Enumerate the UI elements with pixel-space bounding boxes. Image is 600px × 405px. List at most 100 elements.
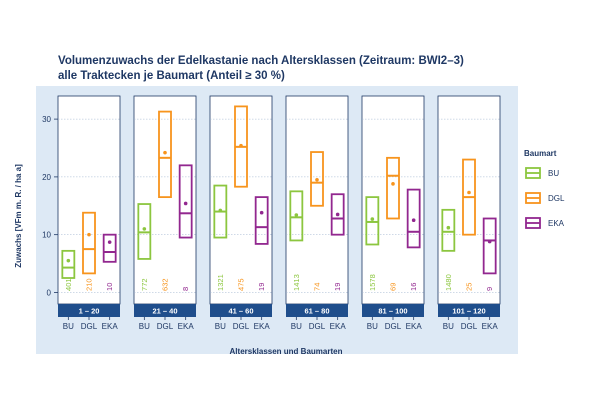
mean-point-dgl	[467, 190, 471, 195]
mean-point-dgl	[239, 143, 243, 148]
mean-point-eka	[487, 239, 492, 244]
mean-point-bu	[66, 258, 71, 263]
sample-count-label: 8	[181, 287, 190, 291]
x-tick-label: BU	[443, 322, 454, 331]
mean-point-bu	[294, 213, 299, 217]
box-bu	[365, 196, 380, 246]
sample-count-label: 16	[409, 283, 418, 291]
panel-strip	[362, 304, 424, 317]
facet-panel: 41 – 60 1321 BU 475 DGL 19 EKA	[209, 95, 273, 331]
sample-count-label: 475	[237, 278, 246, 291]
mean-point-dgl	[391, 182, 395, 186]
x-tick-label: EKA	[406, 322, 423, 331]
mean-point-dgl	[87, 232, 91, 237]
sample-count-label: 401	[64, 278, 73, 291]
legend-label-eka: EKA	[548, 219, 565, 228]
sample-count-label: 632	[161, 278, 170, 291]
box-dgl	[158, 110, 172, 199]
sample-count-label: 10	[105, 283, 114, 291]
panel-strip	[438, 304, 500, 317]
box-bu	[289, 190, 304, 242]
facet-panel: 101 – 120 1480 BU 25 DGL 9 EKA	[437, 95, 501, 331]
panel-strip	[286, 304, 348, 317]
x-tick-label: BU	[215, 322, 226, 331]
facet-panel: 1 – 20 401 BU 210 DGL 10 EKA	[57, 95, 121, 331]
box-eka	[102, 233, 117, 263]
panel-strip	[210, 304, 272, 317]
panel-frame	[361, 95, 425, 305]
sample-count-label: 1413	[292, 274, 301, 291]
y-tick-label: 10	[42, 231, 51, 240]
panel-strip-label: 61 – 80	[304, 307, 329, 316]
mean-point-eka	[107, 240, 112, 244]
mean-point-dgl	[163, 150, 167, 155]
mean-point-eka	[183, 201, 188, 206]
box-dgl	[82, 211, 96, 275]
facet-panel: 61 – 80 1413 BU 74 DGL 19 EKA	[285, 95, 349, 331]
y-tick-label: 30	[42, 115, 51, 124]
box-bu	[61, 249, 76, 279]
legend-title: Baumart	[524, 149, 557, 158]
x-tick-label: EKA	[330, 322, 347, 331]
legend: BU DGL EKA	[525, 167, 565, 229]
sample-count-label: 1578	[368, 274, 377, 291]
x-tick-label: DGL	[233, 322, 250, 331]
legend-label-dgl: DGL	[548, 194, 565, 203]
sample-count-label: 69	[389, 283, 398, 291]
x-tick-label: DGL	[385, 322, 402, 331]
y-tick-label: 0	[47, 288, 52, 297]
sample-count-label: 74	[313, 283, 322, 291]
box-eka	[482, 217, 497, 275]
x-tick-label: DGL	[157, 322, 174, 331]
box-dgl	[310, 151, 324, 207]
x-axis-title: Altersklassen und Baumarten	[230, 347, 343, 356]
sample-count-label: 1321	[216, 274, 225, 291]
x-tick-label: DGL	[81, 322, 98, 331]
chart-title-line-2: alle Traktecken je Baumart (Anteil ≥ 30 …	[58, 70, 285, 82]
legend-label-bu: BU	[548, 169, 559, 178]
mean-point-eka	[259, 210, 264, 215]
sample-count-label: 25	[465, 283, 474, 291]
panel-strip	[58, 304, 120, 317]
x-tick-label: EKA	[482, 322, 499, 331]
sample-count-label: 19	[333, 283, 342, 291]
panel-frame	[209, 95, 273, 305]
box-eka	[330, 193, 345, 236]
facet-panel: 81 – 100 1578 BU 69 DGL 16 EKA	[361, 95, 425, 331]
box-eka	[254, 196, 269, 245]
box-eka	[406, 188, 421, 249]
panel-strip-label: 81 – 100	[378, 307, 407, 316]
sample-count-label: 772	[140, 278, 149, 291]
box-eka	[178, 164, 193, 239]
mean-point-bu	[446, 225, 451, 230]
y-axis: 0 10 20 30	[42, 115, 58, 297]
x-tick-label: EKA	[178, 322, 195, 331]
sample-count-label: 210	[85, 278, 94, 291]
panel-strip	[134, 304, 196, 317]
mean-point-bu	[370, 217, 375, 221]
panel-frame	[133, 95, 197, 305]
x-tick-label: EKA	[102, 322, 119, 331]
mean-point-bu	[218, 208, 223, 213]
sample-count-label: 1480	[444, 274, 453, 291]
y-axis-title: Zuwachs [VFm m. R. / ha a]	[14, 164, 23, 268]
x-tick-label: DGL	[309, 322, 326, 331]
x-tick-label: BU	[139, 322, 150, 331]
panel-strip-label: 1 – 20	[79, 307, 100, 316]
panel-strip-label: 41 – 60	[228, 307, 253, 316]
x-tick-label: BU	[367, 322, 378, 331]
box-dgl	[386, 156, 400, 220]
box-bu	[441, 208, 456, 252]
panel-frame	[437, 95, 501, 305]
panel-frame	[285, 95, 349, 305]
x-tick-label: EKA	[254, 322, 271, 331]
mean-point-dgl	[315, 177, 319, 182]
mean-point-eka	[335, 212, 340, 217]
panel-strip-label: 101 – 120	[452, 307, 485, 316]
mean-point-bu	[142, 227, 147, 231]
sample-count-label: 19	[257, 283, 266, 291]
mean-point-eka	[411, 218, 416, 223]
